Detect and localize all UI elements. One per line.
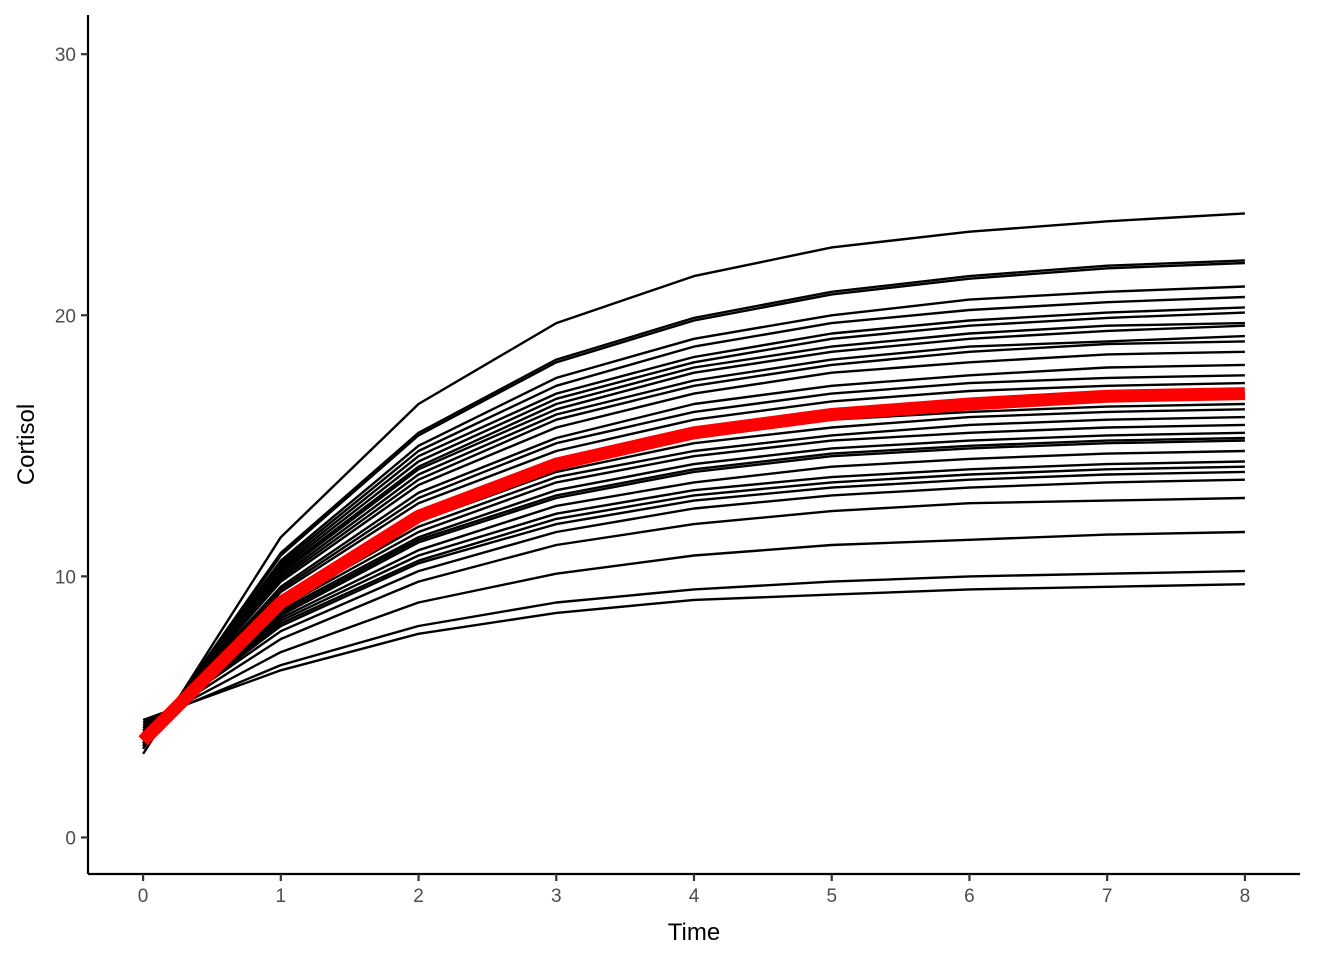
x-axis-ticks: 0 1 2 3 4 5 6 7 8 (138, 874, 1250, 907)
series-line-12 (142, 350, 1245, 739)
y-axis-title: Cortisol (13, 404, 40, 485)
series-line-24 (142, 449, 1245, 732)
series-line-8 (142, 321, 1245, 745)
series-line-11 (142, 340, 1245, 742)
x-tick-label: 8 (1240, 886, 1251, 907)
series-lines (142, 212, 1245, 755)
series-line-23 (142, 439, 1245, 734)
x-tick-label: 3 (551, 886, 562, 907)
x-tick-label: 7 (1102, 886, 1113, 907)
series-line-7 (142, 311, 1245, 745)
y-tick-label: 0 (65, 828, 76, 849)
x-axis-title: Time (668, 919, 720, 946)
x-tick-label: 5 (826, 886, 837, 907)
y-tick-label: 10 (55, 567, 76, 588)
x-tick-label: 4 (689, 886, 700, 907)
series-line-3 (142, 261, 1245, 750)
x-tick-label: 0 (138, 886, 149, 907)
series-line-25 (142, 460, 1245, 732)
series-line-20 (142, 423, 1245, 734)
series-line-9 (142, 324, 1245, 742)
series-line-15 (142, 381, 1245, 737)
series-line-22 (142, 436, 1245, 734)
series-line-26 (142, 465, 1245, 732)
y-tick-label: 30 (55, 45, 76, 66)
series-line-2 (142, 259, 1245, 750)
mean-line (138, 387, 1246, 746)
series-line-5 (142, 295, 1245, 747)
mean-line-layer (138, 387, 1246, 746)
series-line-31 (142, 569, 1245, 724)
series-line-29 (142, 496, 1245, 729)
series-line-27 (142, 470, 1245, 732)
x-tick-label: 6 (964, 886, 975, 907)
series-line-6 (142, 306, 1245, 745)
series-line-30 (142, 530, 1245, 727)
series-line-21 (142, 431, 1245, 734)
series-line-13 (142, 363, 1245, 740)
x-tick-label: 1 (276, 886, 287, 907)
series-line-14 (142, 374, 1245, 740)
series-line-28 (142, 478, 1245, 729)
series-line-4 (142, 285, 1245, 747)
series-line-1 (142, 212, 1245, 755)
series-line-10 (142, 334, 1245, 742)
y-tick-label: 20 (55, 306, 76, 327)
y-axis-ticks: 0 10 20 30 (55, 45, 88, 849)
x-tick-label: 2 (413, 886, 424, 907)
series-line-32 (142, 583, 1245, 722)
